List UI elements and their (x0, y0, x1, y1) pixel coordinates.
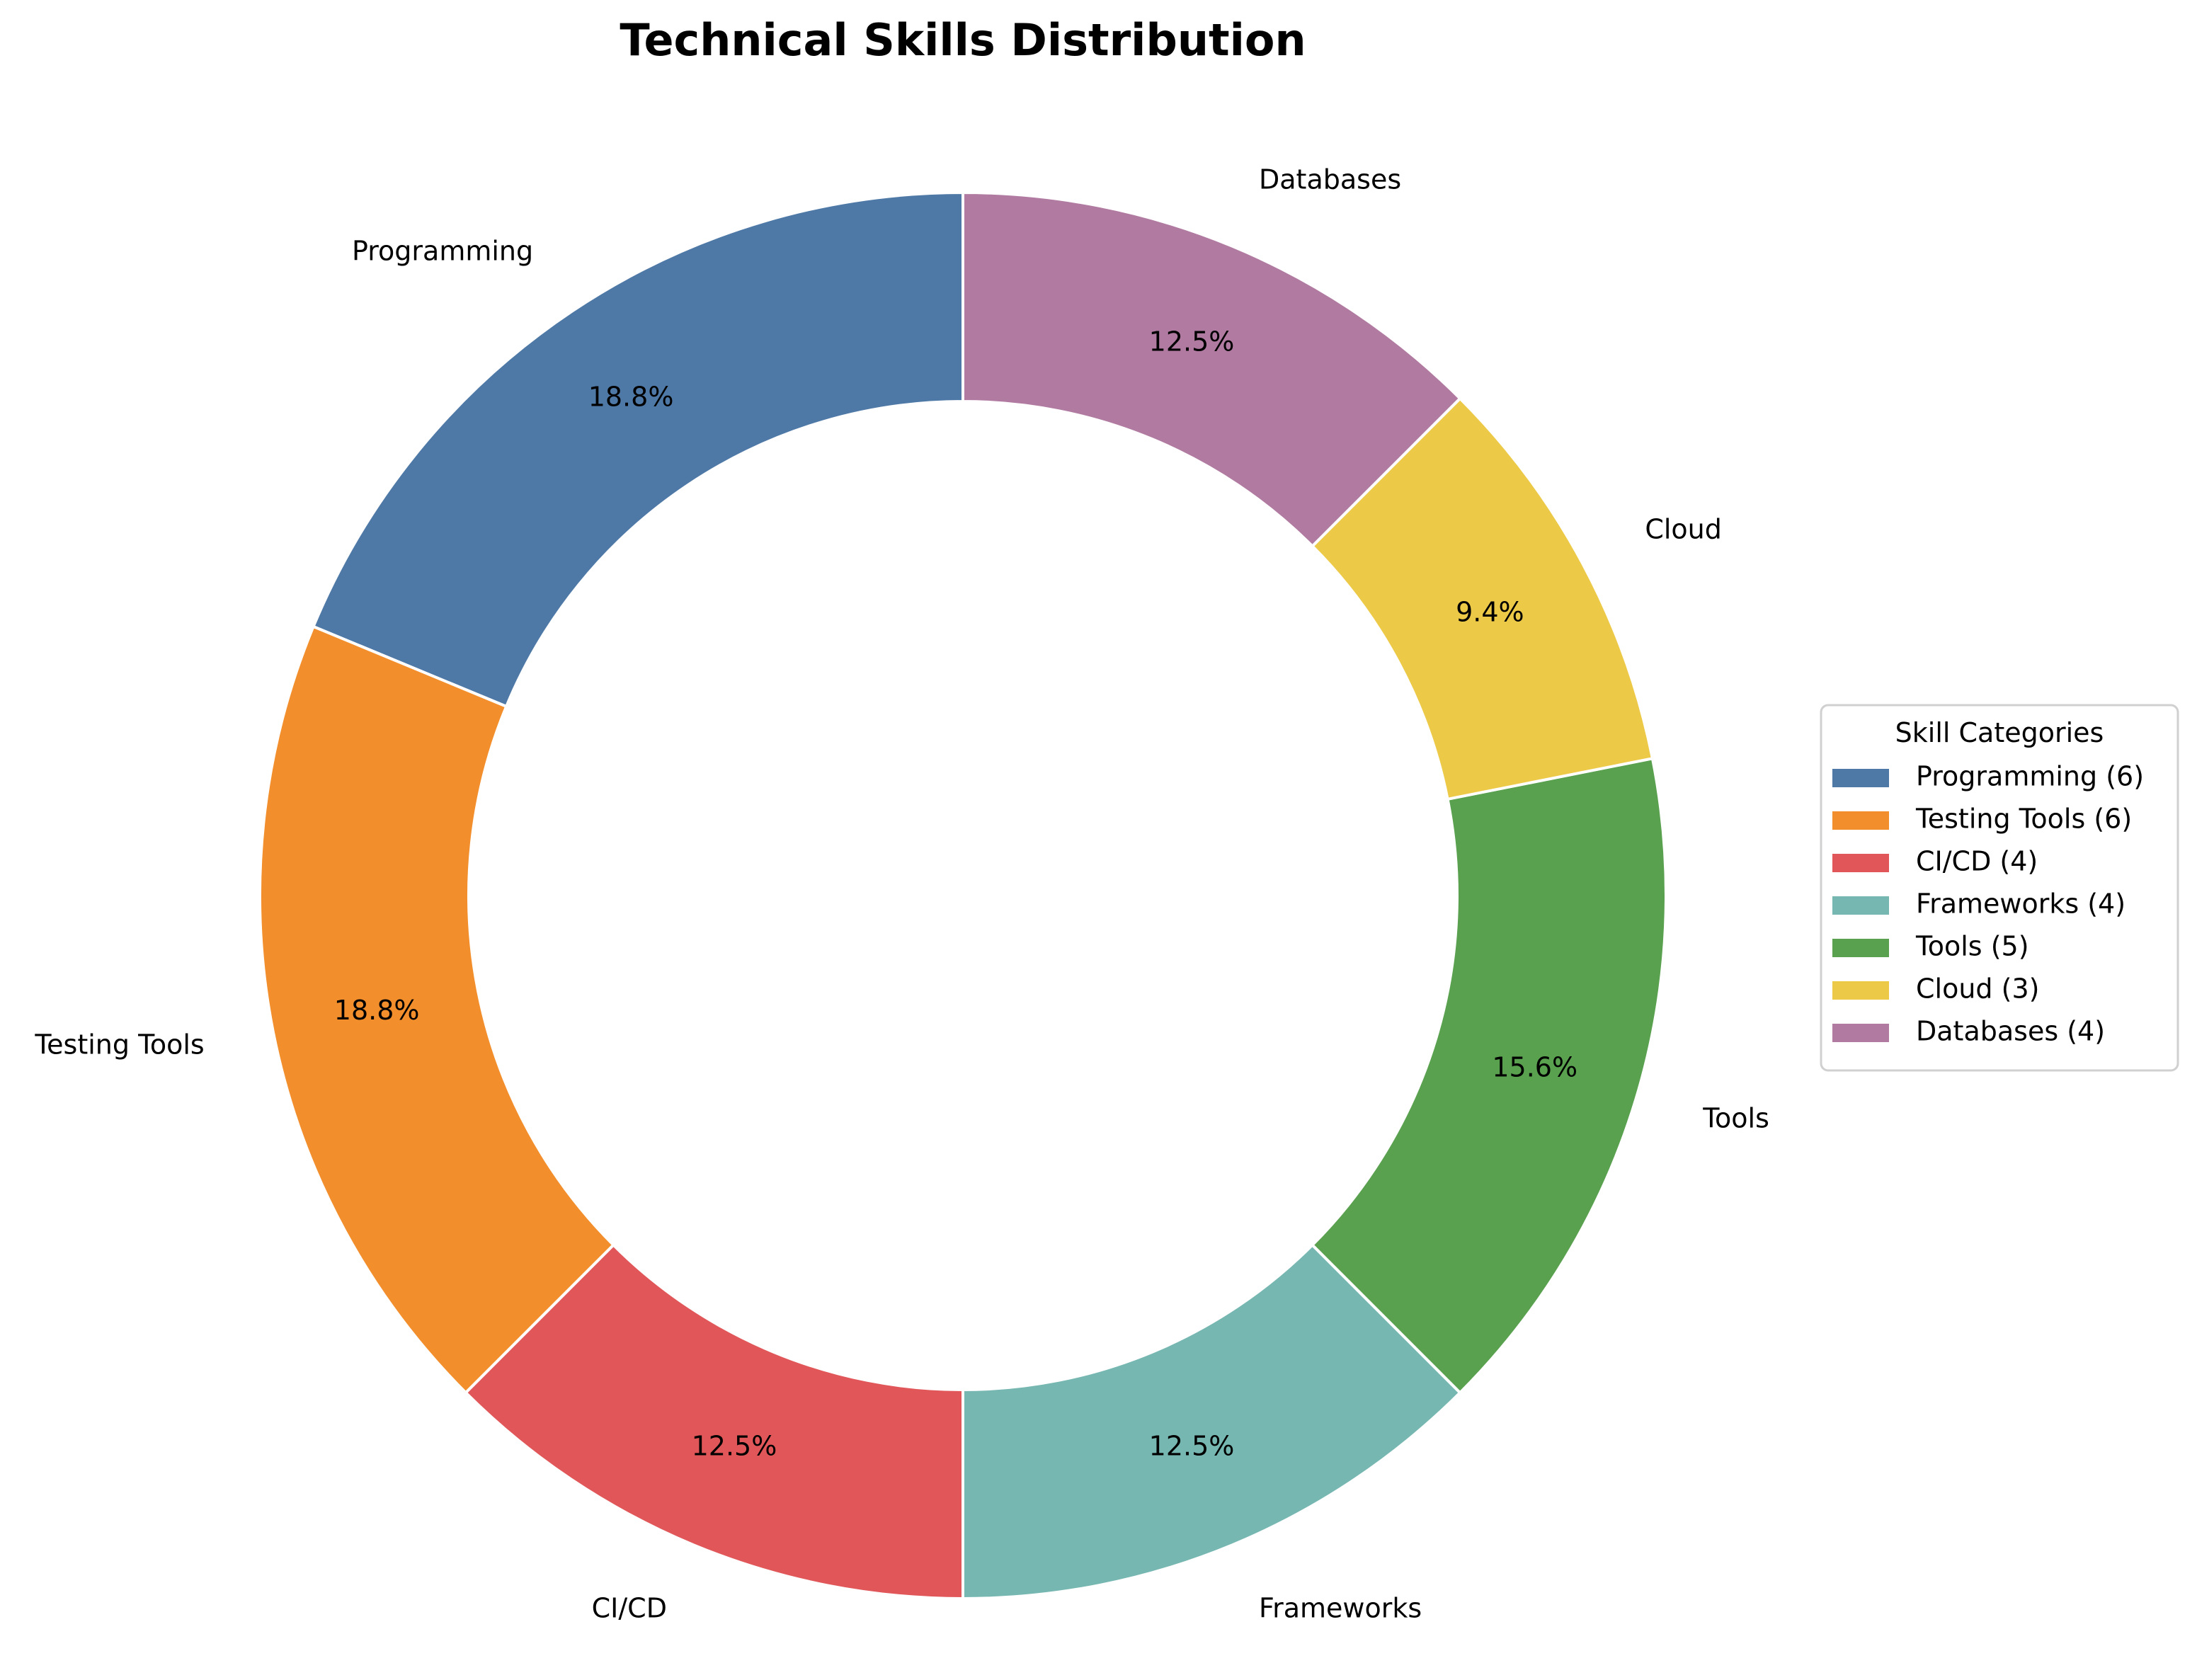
legend-entry-label: Tools (5) (1915, 931, 2029, 962)
category-label: Cloud (1645, 514, 1722, 545)
legend-entry-label: CI/CD (4) (1916, 846, 2038, 877)
legend-entry-label: Frameworks (4) (1916, 888, 2125, 920)
legend-swatch (1832, 811, 1889, 830)
percent-labels-group: 18.8% 18.8% 12.5% 12.5% 15.6% 9.4% 12.5% (334, 326, 1577, 1462)
percent-label: 18.8% (334, 995, 420, 1026)
slice-frameworks (961, 1242, 1462, 1601)
slice-testing-tools (258, 624, 616, 1395)
category-label: Tools (1702, 1103, 1769, 1134)
legend-swatch (1832, 896, 1889, 915)
slice-tools (1310, 756, 1667, 1395)
legend-frame (1820, 704, 2179, 1072)
legend-title: Skill Categories (1895, 717, 2104, 748)
category-label: CI/CD (592, 1593, 667, 1624)
category-label: Testing Tools (34, 1029, 204, 1061)
percent-label: 12.5% (1149, 326, 1235, 358)
chart-title: Technical Skills Distribution (620, 14, 1306, 66)
legend-entry-label: Testing Tools (6) (1915, 804, 2132, 835)
legend-swatch (1832, 1024, 1889, 1042)
legend-swatch (1832, 854, 1889, 872)
category-labels-group: Programming Testing Tools CI/CD Frameworks T… (34, 164, 1769, 1623)
legend-entry-label: Cloud (3) (1916, 973, 2039, 1005)
percent-label: 12.5% (1149, 1430, 1235, 1461)
percent-label: 9.4% (1456, 597, 1524, 628)
slices-group (258, 190, 1667, 1601)
legend-entry-label: Databases (4) (1916, 1016, 2105, 1047)
slice-programming (311, 190, 964, 709)
percent-label: 12.5% (692, 1430, 777, 1461)
percent-label: 18.8% (588, 382, 674, 413)
category-label: Databases (1259, 164, 1401, 195)
legend-swatch (1832, 769, 1889, 787)
slice-ci-cd (464, 1242, 964, 1601)
category-label: Programming (352, 235, 533, 266)
legend: Skill Categories Programming (6) Testing … (1820, 704, 2179, 1072)
legend-swatch (1832, 939, 1889, 957)
legend-entry-label: Programming (6) (1916, 761, 2144, 792)
legend-swatch (1832, 981, 1889, 1000)
slice-databases (961, 190, 1462, 549)
legend-entries: Programming (6) Testing Tools (6) CI/CD (4… (1832, 761, 2144, 1047)
percent-label: 15.6% (1492, 1052, 1577, 1083)
category-label: Frameworks (1259, 1593, 1422, 1624)
